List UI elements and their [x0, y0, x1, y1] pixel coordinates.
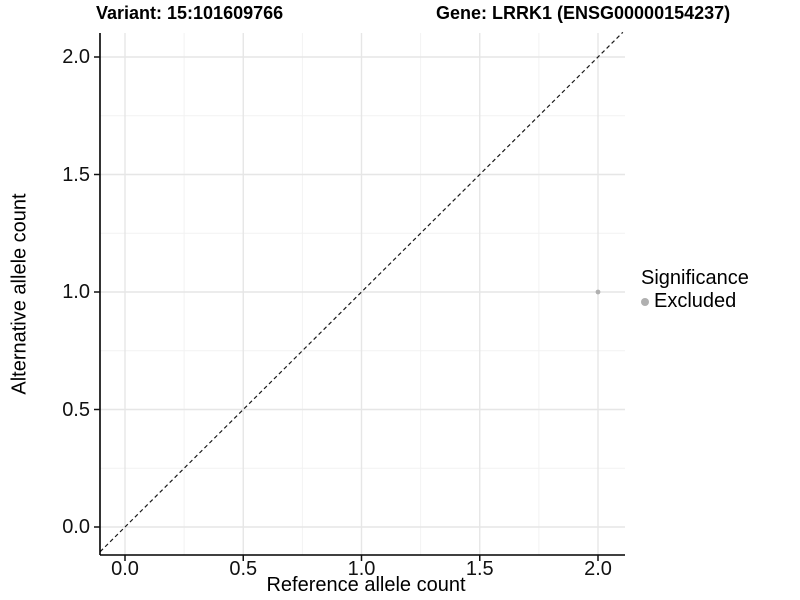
y-tick-label: 1.5: [62, 163, 90, 186]
gene-title: Gene: LRRK1 (ENSG00000154237): [436, 3, 731, 23]
identity-dashed-line: [99, 31, 624, 553]
legend-items: Excluded: [641, 290, 749, 313]
variant-title: Variant: 15:101609766: [96, 3, 284, 23]
x-tick-label: 1.0: [347, 558, 376, 580]
legend-title: Significance: [641, 267, 749, 289]
legend-key-dot-icon: [641, 297, 649, 306]
x-tick-label: 1.5: [465, 558, 494, 580]
y-tick-label: 0.0: [62, 516, 90, 538]
legend-item-label: Excluded: [654, 290, 737, 312]
y-tick-label: 0.5: [62, 398, 90, 421]
data-point: [595, 289, 601, 295]
x-tick-label: 0.0: [111, 558, 139, 580]
legend: Significance Excluded: [641, 267, 749, 313]
y-axis-title: Alternative allele count: [8, 193, 31, 395]
y-tick-label: 1.0: [62, 281, 90, 303]
legend-item: Excluded: [641, 290, 749, 313]
x-axis-title: Reference allele count: [266, 574, 466, 596]
x-tick-label: 0.5: [229, 558, 258, 580]
x-tick-label: 2.0: [584, 558, 612, 580]
y-tick-label: 2.0: [62, 46, 90, 68]
